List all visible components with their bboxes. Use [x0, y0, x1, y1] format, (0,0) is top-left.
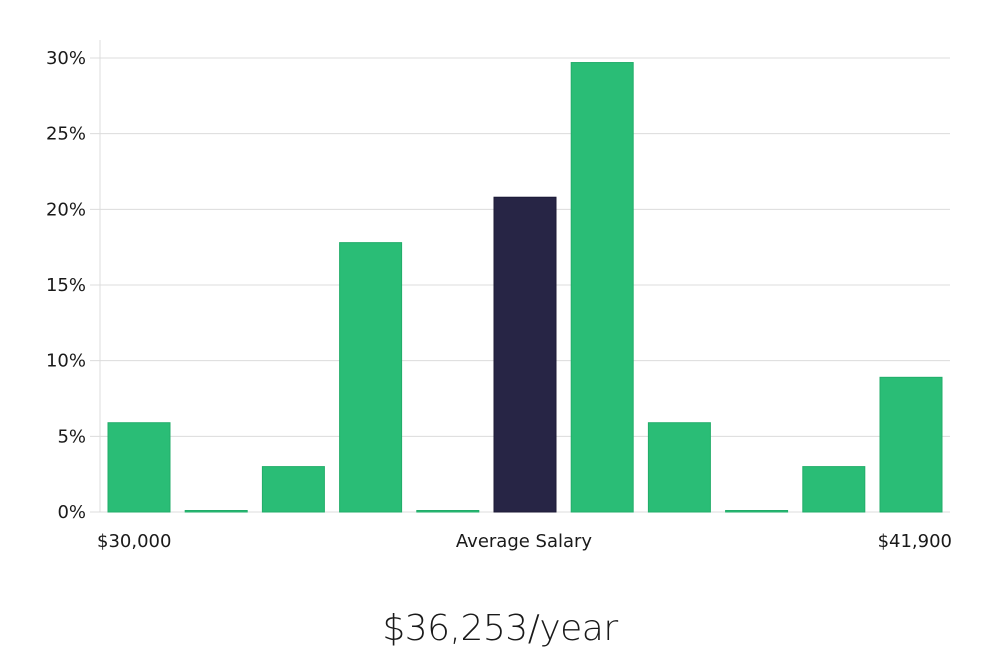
x-max-label: $41,900: [878, 531, 952, 552]
y-tick-label: 30%: [46, 48, 86, 69]
salary-histogram: 0% 5% 10% 15% 20% 25% 30% $30,000 Average Sala…: [46, 40, 952, 552]
x-axis-labels: $30,000 Average Salary $41,900: [97, 531, 952, 552]
y-tick-label: 25%: [46, 124, 86, 145]
bar: [107, 422, 171, 513]
bar: [570, 62, 634, 513]
bar: [647, 422, 711, 513]
y-axis-ticks: 0% 5% 10% 15% 20% 25% 30%: [46, 48, 86, 523]
y-tick-label: 10%: [46, 351, 86, 372]
bar-average: [493, 196, 557, 513]
bar: [802, 466, 866, 513]
bars: [107, 62, 943, 513]
x-min-label: $30,000: [97, 531, 171, 552]
bar: [261, 466, 325, 513]
bar: [725, 510, 789, 513]
y-tick-label: 20%: [46, 199, 86, 220]
y-tick-label: 15%: [46, 275, 86, 296]
x-center-label: Average Salary: [456, 531, 593, 552]
bar: [339, 242, 403, 513]
bar: [416, 510, 480, 513]
average-salary-value: $36,253/year: [382, 608, 618, 649]
y-tick-label: 0%: [57, 502, 86, 523]
bar: [879, 376, 943, 513]
y-tick-label: 5%: [57, 426, 86, 447]
bar: [184, 510, 248, 513]
